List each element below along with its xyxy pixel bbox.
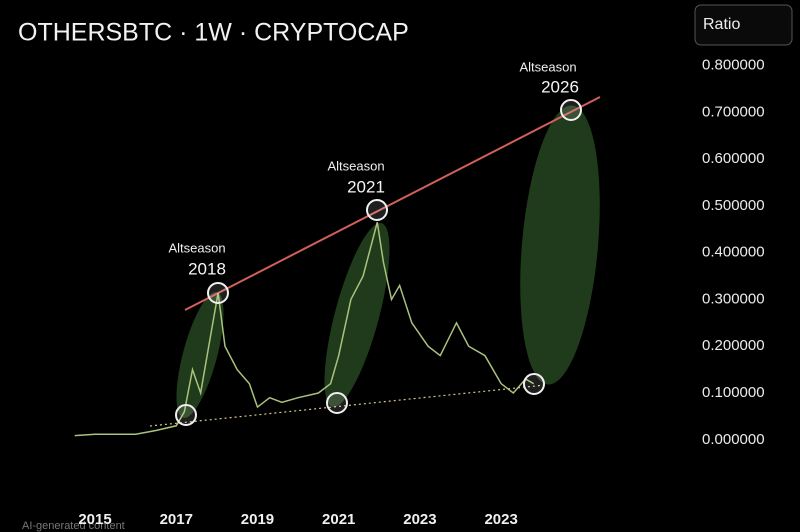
y-tick-label: 0.800000 — [702, 56, 765, 73]
price-line — [74, 222, 535, 437]
annotation-label: Altseason — [519, 59, 576, 74]
y-tick-label: 0.200000 — [702, 337, 765, 354]
support-line — [149, 384, 546, 427]
highlight-ellipse — [520, 105, 600, 385]
x-tick-label: 2023 — [403, 511, 436, 528]
chart-title: OTHERSBTC · 1W · CRYPTOCAP — [18, 19, 409, 47]
x-tick-label: 2019 — [241, 511, 274, 528]
y-tick-label: 0.500000 — [702, 197, 765, 214]
marker-circle — [175, 404, 197, 426]
annotation-year: 2021 — [347, 177, 385, 196]
marker-circle — [523, 373, 545, 395]
annotation-label: Altseason — [327, 158, 384, 173]
y-tick-label: 0.300000 — [702, 290, 765, 307]
watermark: AI-generated content — [22, 520, 125, 532]
marker-circle — [366, 199, 388, 221]
annotation-label: Altseason — [168, 240, 225, 255]
y-tick-label: 0.700000 — [702, 103, 765, 120]
ratio-button-label[interactable]: Ratio — [703, 16, 740, 33]
highlight-ellipse — [324, 223, 390, 407]
y-tick-label: 0.400000 — [702, 244, 765, 261]
annotation-year: 2018 — [188, 259, 226, 278]
marker-circle — [560, 99, 582, 121]
y-tick-label: 0.100000 — [702, 384, 765, 401]
x-tick-label: 2023 — [484, 511, 517, 528]
x-tick-label: 2017 — [160, 511, 193, 528]
annotation-year: 2026 — [541, 77, 579, 96]
x-tick-label: 2015 — [78, 511, 111, 528]
y-tick-label: 0.000000 — [702, 431, 765, 448]
highlight-ellipse — [176, 292, 224, 418]
marker-circle — [326, 392, 348, 414]
y-tick-label: 0.600000 — [702, 150, 765, 167]
marker-circle — [207, 282, 229, 304]
resistance-line — [184, 96, 601, 311]
x-tick-label: 2021 — [322, 511, 355, 528]
ratio-button[interactable] — [694, 4, 793, 46]
